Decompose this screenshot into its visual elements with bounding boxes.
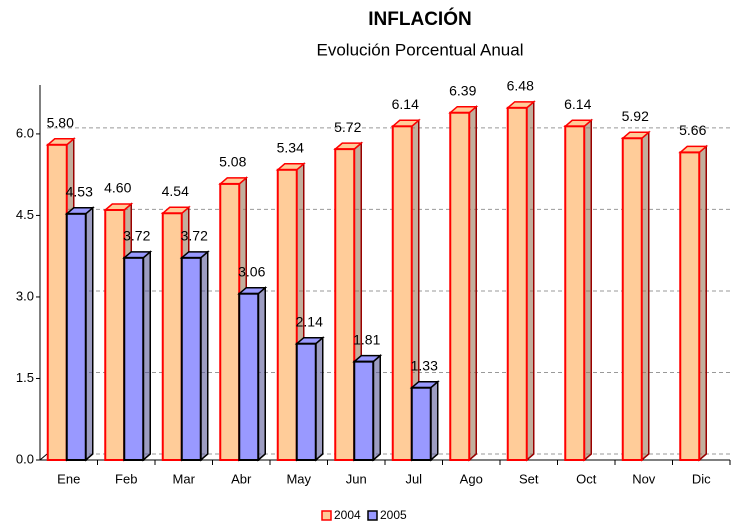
bar: [295, 342, 317, 461]
bar: [46, 143, 68, 461]
value-label: 5.92: [622, 108, 649, 124]
bar-side: [430, 380, 439, 462]
x-tick-label: Mar: [173, 471, 196, 486]
y-tick-label: 3.0: [16, 288, 34, 303]
bar-side: [85, 206, 94, 462]
legend-label: 2004: [334, 508, 361, 522]
bar-side: [315, 336, 324, 462]
bar: [391, 125, 413, 461]
bar: [219, 182, 241, 461]
bar: [679, 151, 701, 462]
value-label: 5.66: [679, 122, 706, 138]
chart-subtitle: Evolución Porcentual Anual: [317, 40, 524, 59]
value-label: 6.48: [507, 78, 534, 94]
x-axis-depth: [39, 453, 48, 461]
bar: [104, 209, 126, 461]
value-label: 5.34: [277, 139, 304, 155]
value-label: 2.14: [296, 313, 323, 329]
bar: [506, 106, 528, 462]
bar-side: [142, 250, 151, 462]
value-label: 1.81: [353, 331, 380, 347]
legend-swatch: [321, 510, 332, 521]
bar: [161, 212, 183, 461]
legend-swatch: [367, 510, 378, 521]
y-tick-label: 1.5: [16, 370, 34, 385]
value-label: 5.72: [334, 119, 361, 135]
value-label: 5.08: [219, 154, 246, 170]
value-label: 4.60: [104, 180, 131, 196]
bar: [410, 386, 432, 461]
legend-label: 2005: [380, 508, 407, 522]
x-tick-label: Jul: [405, 471, 422, 486]
bar-side: [468, 105, 477, 462]
bar: [564, 125, 586, 461]
x-tick-label: Feb: [115, 471, 137, 486]
chart-title: INFLACIÓN: [368, 8, 471, 30]
bar: [238, 292, 260, 461]
bar: [449, 111, 471, 462]
x-tick-label: Nov: [632, 471, 656, 486]
bar: [353, 360, 375, 461]
x-tick-label: May: [286, 471, 311, 486]
bar-side: [698, 144, 707, 462]
bar: [65, 212, 87, 461]
x-tick-label: Ene: [57, 471, 80, 486]
value-label: 6.39: [449, 82, 476, 98]
value-label: 4.54: [162, 183, 189, 199]
bar: [123, 256, 145, 461]
x-tick-label: Oct: [576, 471, 597, 486]
bar: [334, 148, 356, 461]
x-tick-label: Jun: [346, 471, 367, 486]
value-label: 1.33: [411, 357, 438, 373]
bar-side: [526, 100, 535, 462]
x-tick-label: Ago: [460, 471, 483, 486]
x-tick-label: Dic: [692, 471, 711, 486]
value-label: 6.14: [392, 96, 419, 112]
bar: [180, 256, 202, 461]
y-tick-label: 0.0: [16, 451, 34, 466]
y-tick-label: 6.0: [16, 125, 34, 140]
bar-side: [641, 130, 650, 462]
value-label: 3.72: [123, 228, 150, 244]
value-label: 6.14: [564, 96, 591, 112]
value-label: 5.80: [47, 114, 74, 130]
value-label: 3.06: [238, 263, 265, 279]
y-tick-label: 4.5: [16, 207, 34, 222]
bar-side: [372, 353, 381, 462]
value-label: 4.53: [66, 184, 93, 200]
x-tick-label: Abr: [231, 471, 252, 486]
bar-side: [583, 118, 592, 462]
bar: [621, 137, 643, 461]
value-label: 3.72: [181, 228, 208, 244]
x-tick-label: Set: [519, 471, 539, 486]
bar-side: [200, 250, 209, 462]
bar-side: [257, 286, 266, 462]
bar: [276, 168, 298, 461]
